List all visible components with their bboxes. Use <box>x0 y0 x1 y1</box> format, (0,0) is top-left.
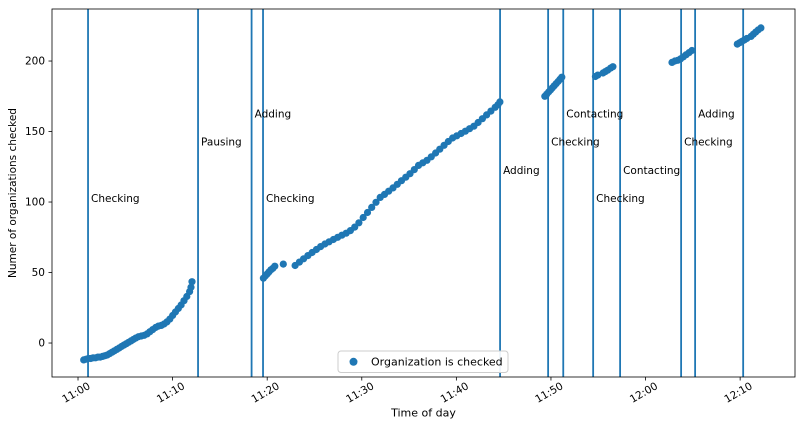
y-tick-label: 100 <box>25 197 45 209</box>
event-label: Pausing <box>201 137 242 149</box>
axes-frame <box>51 8 796 378</box>
event-label: Adding <box>503 165 540 177</box>
event-label: Adding <box>698 108 735 120</box>
data-point <box>368 203 376 211</box>
event-label: Checking <box>91 193 140 205</box>
event-label: Contacting <box>623 165 680 177</box>
event-label: Checking <box>551 137 600 149</box>
data-point <box>359 213 367 222</box>
data-point <box>187 283 195 291</box>
data-point <box>558 73 566 81</box>
event-lines <box>87 9 745 377</box>
data-point <box>363 208 372 217</box>
data-point <box>271 262 279 270</box>
y-tick-label: 50 <box>32 267 45 279</box>
y-tick-label: 150 <box>25 126 45 138</box>
event-label: Checking <box>684 137 733 149</box>
data-point <box>188 278 196 286</box>
data-point <box>757 24 765 32</box>
event-label: Checking <box>596 193 645 205</box>
data-point <box>609 63 617 71</box>
legend-box <box>337 350 509 373</box>
y-tick-label: 200 <box>25 56 45 68</box>
event-label: Contacting <box>566 108 623 120</box>
legend: Organization is checked <box>337 350 509 373</box>
data-point <box>279 260 287 268</box>
data-point <box>496 98 504 106</box>
y-axis-label: Numer of organizations checked <box>7 108 19 278</box>
scatter-series <box>80 24 765 364</box>
legend-marker-dot <box>349 357 358 366</box>
data-point <box>355 219 363 227</box>
data-point <box>688 46 696 55</box>
x-axis-label: Time of day <box>390 407 456 420</box>
legend-label: Organization is checked <box>371 356 503 369</box>
event-labels: Checking Pausing Adding Checking Adding Check… <box>91 108 735 205</box>
event-label: Adding <box>255 108 292 120</box>
plot-border <box>51 8 796 378</box>
event-label: Checking <box>266 193 315 205</box>
y-axis-ticks: 0 50 100 150 200 <box>25 56 52 350</box>
y-tick-label: 0 <box>38 338 45 350</box>
data-point <box>372 198 380 206</box>
